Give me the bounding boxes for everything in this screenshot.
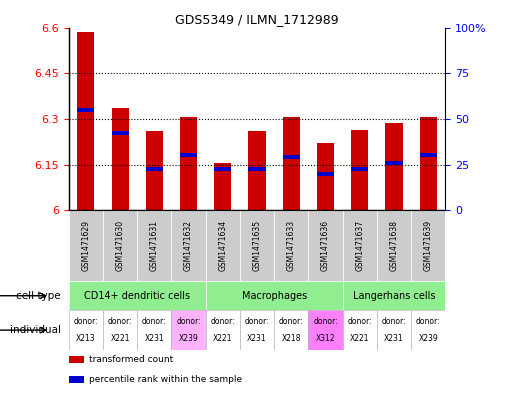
Text: X239: X239 (179, 334, 199, 343)
Bar (77, 32, 94, 210)
Text: donor:: donor: (176, 317, 201, 326)
Bar (111, 130, 129, 134)
Text: X221: X221 (213, 334, 233, 343)
Bar (420, 153, 437, 158)
Text: GSM1471638: GSM1471638 (389, 220, 399, 271)
Text: GSM1471639: GSM1471639 (424, 220, 433, 271)
Text: donor:: donor: (279, 317, 303, 326)
Text: GSM1471636: GSM1471636 (321, 220, 330, 271)
Text: CD14+ dendritic cells: CD14+ dendritic cells (84, 291, 190, 301)
Bar (282, 118, 300, 210)
Bar (240, 310, 274, 350)
Text: X231: X231 (384, 334, 404, 343)
Text: GSM1471629: GSM1471629 (81, 220, 90, 271)
Text: GSM1471633: GSM1471633 (287, 220, 296, 271)
Bar (77, 108, 94, 112)
Bar (172, 310, 206, 350)
Bar (343, 210, 377, 281)
Bar (308, 310, 343, 350)
Bar (351, 167, 369, 171)
Bar (206, 310, 240, 350)
Bar (411, 210, 445, 281)
Text: GSM1471637: GSM1471637 (355, 220, 364, 271)
Bar (317, 172, 334, 176)
Bar (69, 310, 103, 350)
Text: individual: individual (10, 325, 61, 335)
Bar (411, 310, 445, 350)
Text: X231: X231 (145, 334, 164, 343)
Bar (146, 131, 163, 210)
Bar (214, 167, 232, 171)
Bar (69, 210, 103, 281)
Text: GSM1471630: GSM1471630 (116, 220, 125, 271)
Bar (172, 210, 206, 281)
Bar (420, 118, 437, 210)
Bar (137, 310, 172, 350)
Text: GSM1471634: GSM1471634 (218, 220, 228, 271)
Bar (240, 210, 274, 281)
Text: GSM1471631: GSM1471631 (150, 220, 159, 271)
Bar (343, 281, 445, 310)
Text: donor:: donor: (108, 317, 132, 326)
Bar (180, 153, 197, 158)
Bar (317, 143, 334, 210)
Text: X221: X221 (110, 334, 130, 343)
Text: donor:: donor: (348, 317, 372, 326)
Text: GSM1471632: GSM1471632 (184, 220, 193, 271)
Bar (377, 310, 411, 350)
Bar (146, 167, 163, 171)
Bar (385, 161, 403, 165)
Bar (103, 310, 137, 350)
Text: donor:: donor: (382, 317, 406, 326)
Text: Langerhans cells: Langerhans cells (353, 291, 435, 301)
Text: Macrophages: Macrophages (242, 291, 307, 301)
Title: GDS5349 / ILMN_1712989: GDS5349 / ILMN_1712989 (175, 13, 339, 26)
Text: X312: X312 (316, 334, 335, 343)
Bar (69, 281, 206, 310)
Text: X218: X218 (281, 334, 301, 343)
Bar (248, 131, 266, 210)
Text: X231: X231 (247, 334, 267, 343)
Bar (385, 123, 403, 210)
Text: X221: X221 (350, 334, 370, 343)
Bar (180, 118, 197, 210)
Bar (351, 130, 369, 210)
Bar (206, 281, 343, 310)
Text: donor:: donor: (142, 317, 166, 326)
Bar (69, 356, 84, 363)
Bar (248, 167, 266, 171)
Bar (206, 210, 240, 281)
Bar (111, 108, 129, 210)
Text: donor:: donor: (245, 317, 269, 326)
Text: donor:: donor: (416, 317, 441, 326)
Text: donor:: donor: (211, 317, 235, 326)
Bar (377, 210, 411, 281)
Text: donor:: donor: (73, 317, 98, 326)
Bar (137, 210, 172, 281)
Bar (343, 310, 377, 350)
Bar (103, 210, 137, 281)
Text: donor:: donor: (313, 317, 338, 326)
Bar (274, 210, 308, 281)
Text: cell type: cell type (16, 291, 61, 301)
Bar (69, 376, 84, 383)
Bar (282, 155, 300, 159)
Text: percentile rank within the sample: percentile rank within the sample (90, 375, 243, 384)
Text: X239: X239 (418, 334, 438, 343)
Text: GSM1471635: GSM1471635 (252, 220, 262, 271)
Bar (274, 310, 308, 350)
Bar (214, 163, 232, 210)
Text: transformed count: transformed count (90, 355, 174, 364)
Text: X213: X213 (76, 334, 96, 343)
Bar (308, 210, 343, 281)
